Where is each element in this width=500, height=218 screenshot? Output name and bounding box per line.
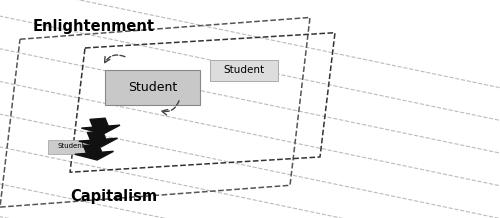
Text: Capitalism: Capitalism bbox=[70, 189, 157, 204]
Bar bbox=[105, 70, 200, 105]
Bar bbox=[48, 140, 95, 154]
Polygon shape bbox=[75, 144, 114, 160]
Polygon shape bbox=[82, 118, 120, 134]
Polygon shape bbox=[79, 131, 118, 147]
Bar bbox=[210, 60, 278, 81]
Text: Student: Student bbox=[58, 143, 85, 150]
Text: Student: Student bbox=[224, 65, 264, 75]
Text: Enlightenment: Enlightenment bbox=[32, 19, 154, 34]
Text: Student: Student bbox=[128, 81, 177, 94]
